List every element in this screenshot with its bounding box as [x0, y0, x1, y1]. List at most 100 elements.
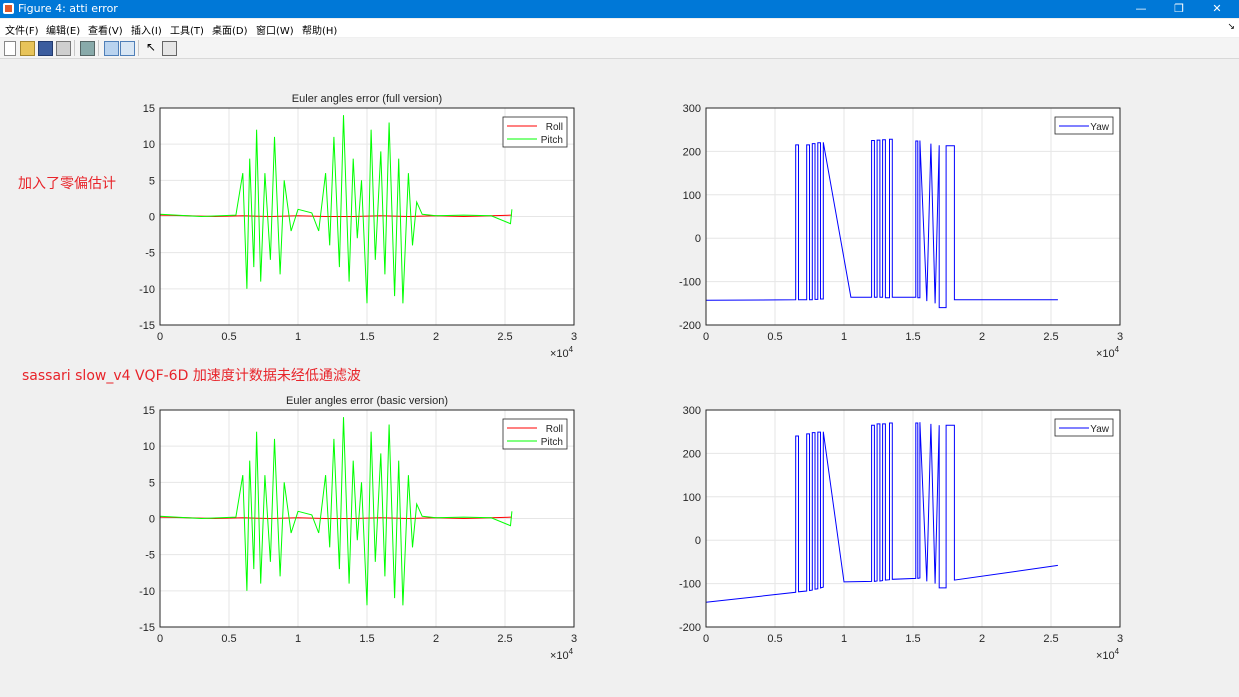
x-tick-label: 0: [157, 331, 163, 343]
axes-title: Euler angles error (full version): [292, 93, 442, 105]
legend-box: [502, 116, 568, 148]
axes-border: [159, 409, 575, 628]
axes-border: [159, 107, 575, 326]
x-tick-label: 1: [295, 633, 301, 645]
toolbar-divider: [98, 40, 99, 56]
link-plot-icon[interactable]: [80, 41, 95, 56]
open-file-icon[interactable]: [20, 41, 35, 56]
y-tick-label: 15: [143, 405, 155, 417]
x-tick-label: 0.5: [767, 633, 782, 645]
toolbar-divider: [74, 40, 75, 56]
y-tick-label: 5: [149, 175, 155, 187]
y-tick-label: 0: [149, 212, 155, 224]
y-tick-label: -200: [679, 320, 701, 332]
x-exponent-label: ×104: [1096, 647, 1120, 662]
y-tick-label: 100: [683, 492, 701, 504]
restore-icon[interactable]: ❐: [1174, 2, 1184, 15]
x-tick-label: 2: [979, 633, 985, 645]
x-exponent-label: ×104: [550, 647, 574, 662]
legend-label-pitch: Pitch: [541, 135, 563, 146]
series-line-yaw: [705, 422, 1058, 603]
axes-border: [705, 409, 1121, 628]
x-tick-label: 0: [703, 331, 709, 343]
x-tick-label: 2: [433, 633, 439, 645]
minimize-icon[interactable]: —: [1135, 2, 1147, 15]
x-tick-label: 0.5: [221, 331, 236, 343]
x-exponent-label: ×104: [1096, 345, 1120, 360]
y-tick-label: 0: [695, 233, 701, 245]
close-icon[interactable]: ✕: [1212, 2, 1222, 15]
y-tick-label: 200: [683, 448, 701, 460]
annotation-bias-estimation: 加入了零偏估计: [18, 176, 116, 192]
x-tick-label: 2: [979, 331, 985, 343]
y-tick-label: -15: [139, 320, 155, 332]
menu-file[interactable]: 文件(F): [5, 26, 39, 37]
y-tick-label: 0: [149, 514, 155, 526]
x-tick-label: 0.5: [767, 331, 782, 343]
x-tick-label: 1.5: [359, 331, 374, 343]
y-tick-label: 10: [143, 441, 155, 453]
print-icon[interactable]: [56, 41, 71, 56]
menu-bar: 文件(F) 编辑(E) 查看(V) 插入(I) 工具(T) 桌面(D) 窗口(W…: [0, 19, 1239, 37]
figure-toolbar: ↖: [0, 38, 1239, 59]
y-tick-label: -15: [139, 622, 155, 634]
window-title: Figure 4: atti error: [18, 2, 118, 15]
save-icon[interactable]: [38, 41, 53, 56]
y-tick-label: 100: [683, 190, 701, 202]
new-figure-icon[interactable]: [4, 41, 16, 56]
y-tick-label: -100: [679, 277, 701, 289]
series-line-pitch: [159, 115, 513, 304]
y-tick-label: 300: [683, 405, 701, 417]
legend-label-pitch: Pitch: [541, 437, 563, 448]
legend-label-yaw: Yaw: [1090, 122, 1109, 133]
x-tick-label: 3: [571, 331, 577, 343]
y-tick-label: 10: [143, 139, 155, 151]
matlab-figure-icon: [3, 3, 14, 14]
menu-tools[interactable]: 工具(T): [170, 26, 204, 37]
series-line-roll: [159, 516, 512, 520]
menu-edit[interactable]: 编辑(E): [46, 26, 81, 37]
figure-canvas: 加入了零偏估计 sassari slow_v4 VQF-6D 加速度计数据未经低…: [0, 59, 1239, 697]
y-tick-label: -5: [145, 550, 155, 562]
x-tick-label: 0: [703, 633, 709, 645]
series-line-roll: [159, 214, 512, 218]
menu-view[interactable]: 查看(V): [88, 26, 123, 37]
y-tick-label: -5: [145, 248, 155, 260]
dock-arrow-icon[interactable]: ↘: [1227, 22, 1235, 32]
series-line-yaw: [705, 138, 1058, 309]
legend-label-roll: Roll: [546, 122, 563, 133]
x-tick-label: 1.5: [905, 331, 920, 343]
series-line-pitch: [159, 417, 513, 606]
legend-box: [502, 418, 568, 450]
insert-colorbar-icon[interactable]: [104, 41, 119, 56]
x-tick-label: 2.5: [497, 633, 512, 645]
x-exponent-label: ×104: [550, 345, 574, 360]
edit-plot-icon[interactable]: ↖: [146, 40, 157, 54]
property-inspector-icon[interactable]: [162, 41, 177, 56]
y-tick-label: 300: [683, 103, 701, 115]
y-tick-label: 0: [695, 535, 701, 547]
menu-desktop[interactable]: 桌面(D): [212, 26, 248, 37]
x-tick-label: 1: [295, 331, 301, 343]
axes-title: Euler angles error (basic version): [286, 395, 448, 407]
y-tick-label: 15: [143, 103, 155, 115]
x-tick-label: 3: [1117, 633, 1123, 645]
annotation-dataset-note: sassari slow_v4 VQF-6D 加速度计数据未经低通滤波: [22, 368, 361, 384]
menu-insert[interactable]: 插入(I): [131, 26, 162, 37]
y-tick-label: -100: [679, 579, 701, 591]
window-titlebar: Figure 4: atti error — ❐ ✕: [0, 0, 1239, 18]
y-tick-label: -200: [679, 622, 701, 634]
x-tick-label: 1: [841, 633, 847, 645]
toolbar-divider: [138, 40, 139, 56]
menu-help[interactable]: 帮助(H): [302, 26, 338, 37]
x-tick-label: 3: [1117, 331, 1123, 343]
y-tick-label: 200: [683, 146, 701, 158]
legend-label-roll: Roll: [546, 424, 563, 435]
insert-legend-icon[interactable]: [120, 41, 135, 56]
menu-window[interactable]: 窗口(W): [256, 26, 294, 37]
x-tick-label: 0.5: [221, 633, 236, 645]
x-tick-label: 2.5: [1043, 633, 1058, 645]
y-tick-label: 5: [149, 477, 155, 489]
x-tick-label: 1: [841, 331, 847, 343]
x-tick-label: 2.5: [1043, 331, 1058, 343]
